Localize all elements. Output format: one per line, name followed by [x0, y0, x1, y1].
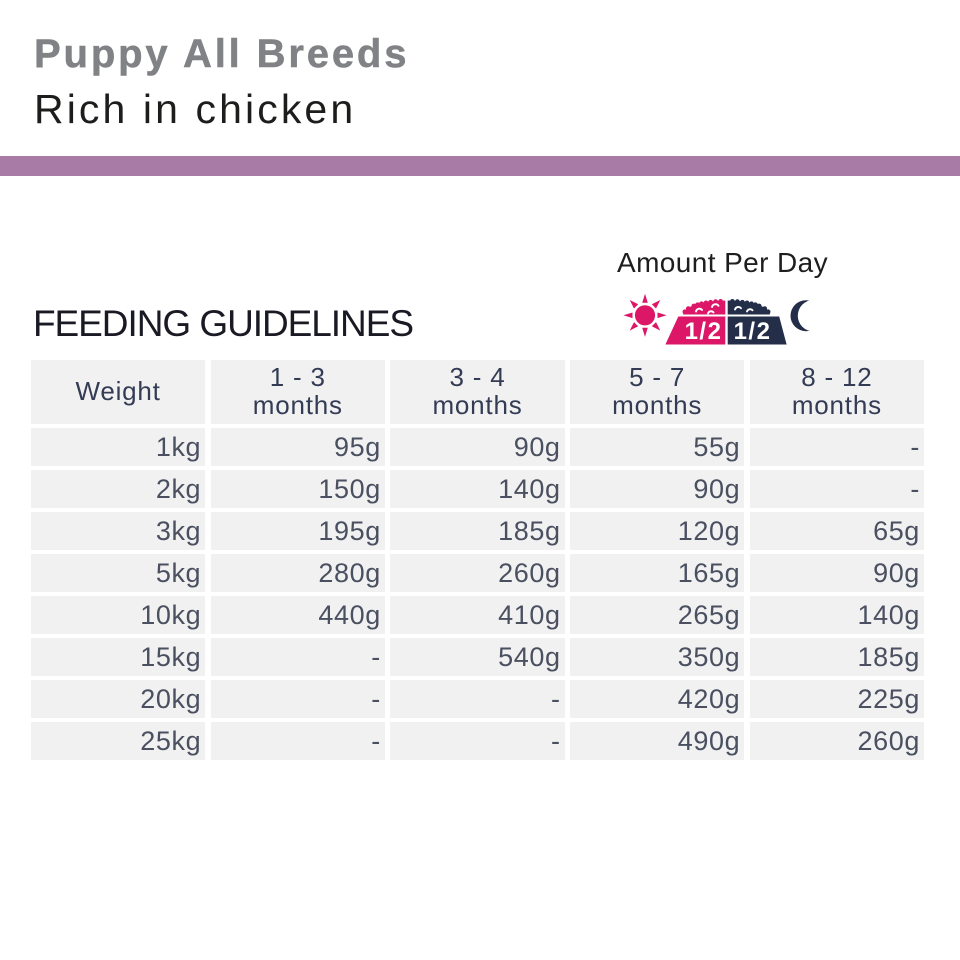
svg-text:1/2: 1/2 — [734, 318, 772, 345]
svg-text:1/2: 1/2 — [685, 318, 723, 345]
